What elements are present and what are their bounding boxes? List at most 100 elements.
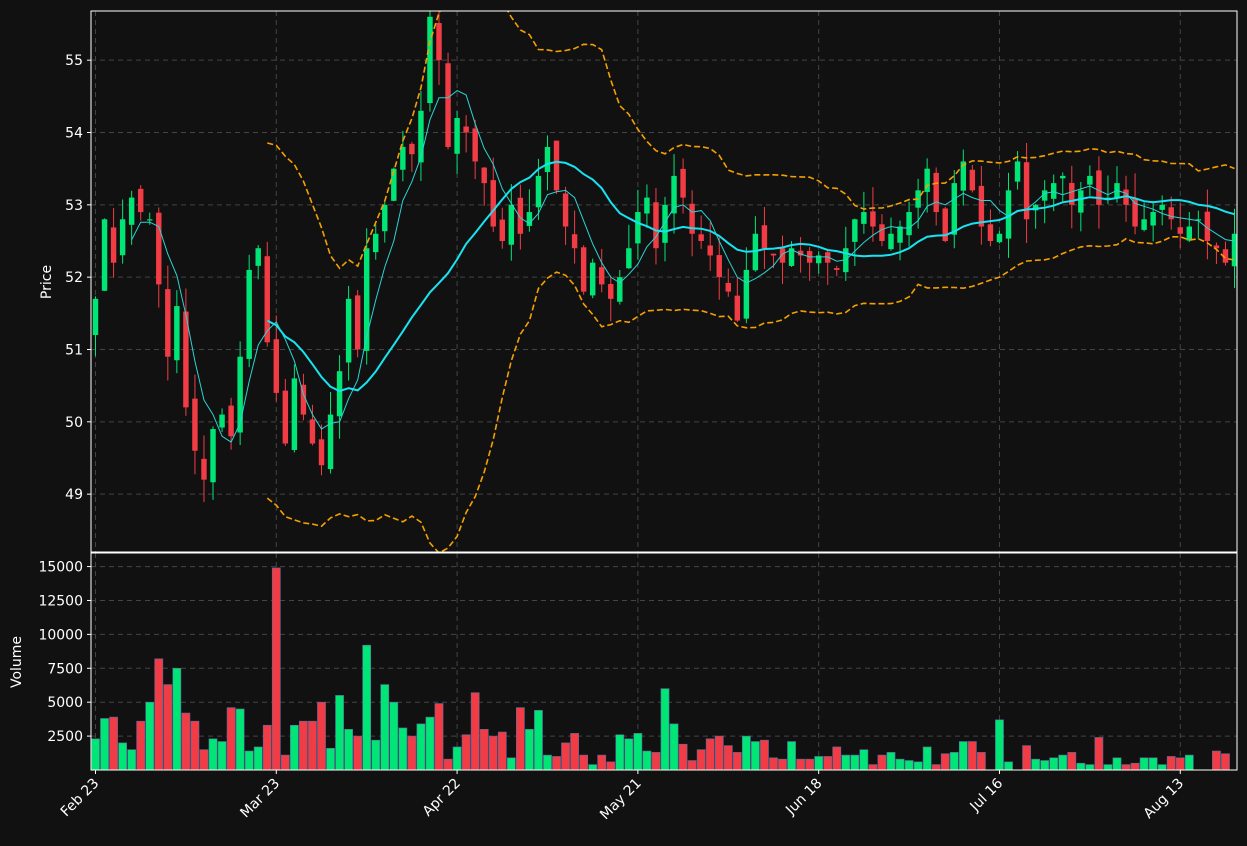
candle-body bbox=[996, 233, 1003, 243]
candle-body bbox=[336, 371, 343, 417]
price-tick-label: 53 bbox=[65, 198, 83, 214]
candle-body bbox=[960, 161, 967, 191]
volume-bar bbox=[217, 741, 227, 771]
candle-body bbox=[391, 168, 397, 201]
candle-body bbox=[879, 224, 885, 241]
candle-body bbox=[788, 248, 795, 266]
candle-body bbox=[517, 197, 524, 234]
volume-bar bbox=[687, 760, 697, 771]
volume-bar bbox=[271, 567, 281, 771]
candle-body bbox=[1069, 182, 1075, 205]
candle-body bbox=[888, 233, 894, 250]
volume-bar bbox=[145, 701, 155, 771]
volume-bar bbox=[850, 754, 860, 771]
volume-bar bbox=[895, 758, 905, 771]
volume-bar bbox=[1184, 754, 1194, 771]
volume-bar bbox=[380, 684, 390, 771]
volume-bar bbox=[1103, 764, 1113, 771]
candle-body bbox=[725, 282, 731, 292]
volume-bar bbox=[280, 754, 290, 771]
candle-body bbox=[1231, 233, 1238, 267]
volume-tick-label: 5000 bbox=[47, 695, 83, 711]
volume-bar bbox=[615, 734, 625, 771]
candle-body bbox=[924, 168, 930, 192]
candle-body bbox=[427, 16, 433, 104]
volume-bar bbox=[389, 701, 399, 771]
volume-bar bbox=[606, 761, 616, 771]
volume-bar bbox=[253, 746, 263, 771]
candle-body bbox=[445, 63, 451, 147]
candle-body bbox=[535, 175, 542, 208]
candle-body bbox=[165, 289, 171, 357]
panel-frames bbox=[90, 10, 1238, 771]
x-tick-label: Feb 23 bbox=[58, 776, 103, 821]
price-y-ticks: 49 50 51 52 53 54 55 bbox=[65, 53, 91, 503]
candle-body bbox=[454, 118, 460, 154]
volume-y-ticks: 2500 5000 7500 10000 12500 15000 bbox=[38, 560, 91, 745]
candle-body bbox=[1078, 190, 1084, 213]
candle-body bbox=[644, 197, 650, 214]
candle-body bbox=[409, 143, 415, 155]
volume-bar bbox=[443, 758, 453, 771]
candle-body bbox=[156, 212, 162, 285]
price-tick-label: 54 bbox=[65, 126, 83, 142]
candle-body bbox=[327, 414, 334, 470]
volume-bar bbox=[479, 729, 489, 771]
candle-body bbox=[119, 219, 126, 256]
volume-bar bbox=[1031, 758, 1040, 771]
candle-body bbox=[345, 298, 352, 363]
volume-bar bbox=[669, 723, 679, 771]
volume-bar bbox=[904, 760, 914, 771]
volume-bar bbox=[958, 741, 968, 771]
price-axis-label: Price bbox=[39, 265, 55, 299]
volume-bar bbox=[805, 758, 815, 771]
volume-bar bbox=[1067, 752, 1077, 771]
bollinger-lower-line bbox=[266, 236, 1235, 552]
volume-bar bbox=[506, 757, 516, 771]
x-ticks: Feb 23 Mar 23 Apr 22 May 21 Jun 18 Jul 16 Aug … bbox=[58, 770, 1187, 823]
candle-body bbox=[978, 185, 985, 227]
volume-bar bbox=[109, 716, 118, 771]
volume-bar bbox=[317, 701, 326, 771]
volume-bar bbox=[1112, 757, 1122, 771]
price-tick-label: 50 bbox=[65, 415, 83, 431]
volume-bar bbox=[678, 743, 688, 771]
volume-bar bbox=[552, 756, 561, 771]
volume-bar bbox=[1085, 764, 1095, 771]
candle-body bbox=[1159, 204, 1165, 210]
volume-tick-label: 12500 bbox=[38, 593, 83, 609]
price-tick-label: 52 bbox=[65, 270, 83, 286]
candle-body bbox=[101, 219, 108, 291]
candle-body bbox=[1060, 175, 1066, 179]
volume-bar bbox=[633, 733, 643, 771]
candle-body bbox=[373, 233, 379, 253]
candle-body bbox=[1014, 161, 1021, 182]
candle-body bbox=[228, 405, 234, 437]
volume-bar bbox=[832, 746, 842, 771]
candle-body bbox=[183, 311, 189, 408]
volume-bar bbox=[235, 708, 245, 771]
volume-bar bbox=[136, 720, 146, 771]
candle-body bbox=[400, 146, 406, 170]
volume-bar bbox=[696, 749, 706, 771]
candle-body bbox=[1204, 211, 1211, 241]
volume-bar bbox=[723, 745, 733, 771]
volume-bar bbox=[172, 667, 182, 771]
volume-bar bbox=[244, 750, 254, 771]
volume-bar bbox=[651, 752, 661, 771]
volume-bar bbox=[1022, 745, 1031, 771]
candle-body bbox=[1005, 190, 1012, 239]
candle-body bbox=[418, 110, 424, 163]
volume-bar bbox=[181, 712, 191, 771]
candle-body bbox=[282, 390, 289, 444]
volume-bar bbox=[299, 720, 308, 771]
volume-bar bbox=[1121, 764, 1131, 771]
volume-bar bbox=[877, 754, 887, 771]
volume-tick-label: 15000 bbox=[38, 560, 83, 576]
volume-bar bbox=[290, 724, 299, 771]
candle-body bbox=[716, 255, 722, 278]
volume-bar bbox=[814, 756, 824, 771]
candle-body bbox=[174, 306, 180, 361]
volume-bar bbox=[1166, 756, 1176, 771]
